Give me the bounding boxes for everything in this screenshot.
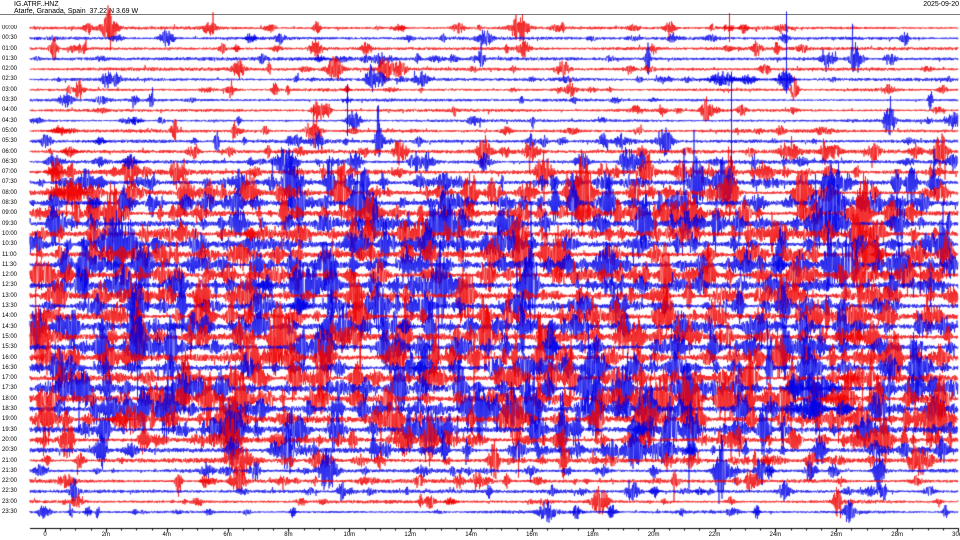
row-time-label: 16:30: [2, 364, 18, 371]
row-time-label: 15:00: [2, 333, 18, 340]
row-time-label: 12:30: [2, 282, 18, 289]
row-time-label: 13:00: [2, 292, 18, 299]
axis-tick-label: 24m: [769, 532, 782, 538]
row-time-label: 10:00: [2, 230, 18, 237]
axis-tick-label: 10m: [343, 532, 356, 538]
row-time-label: 04:00: [2, 107, 18, 114]
row-time-label: 13:30: [2, 303, 18, 310]
row-time-label: 02:30: [2, 76, 18, 83]
row-time-label: 11:30: [2, 261, 17, 268]
axis-tick-label: 20m: [647, 532, 660, 538]
row-time-label: 07:30: [2, 179, 18, 186]
row-time-label: 17:30: [2, 385, 18, 392]
row-time-label: 05:30: [2, 138, 18, 145]
row-time-label: 22:30: [2, 488, 18, 495]
axis-tick-label: 22m: [708, 532, 721, 538]
row-time-label: 10:30: [2, 241, 18, 248]
row-time-label: 08:30: [2, 200, 18, 207]
row-time-label: 23:30: [2, 509, 18, 515]
row-time-label: 03:00: [2, 86, 18, 93]
row-time-label: 19:00: [2, 416, 18, 423]
row-time-label: 00:00: [2, 25, 18, 31]
row-time-label: 08:00: [2, 189, 18, 196]
row-time-label: 06:30: [2, 158, 18, 165]
axis-tick-label: 12m: [404, 532, 417, 538]
axis-tick-label: 30m: [952, 532, 960, 538]
row-time-label: 18:30: [2, 406, 18, 413]
row-time-label: 09:30: [2, 220, 18, 227]
row-time-label: 07:00: [2, 169, 18, 176]
row-time-label: 15:30: [2, 344, 18, 351]
axis-tick-label: 16m: [526, 532, 538, 538]
row-time-label: 00:30: [2, 35, 18, 42]
row-time-label: 09:00: [2, 210, 18, 217]
row-time-label: 21:00: [2, 457, 18, 464]
row-time-label: 04:30: [2, 117, 18, 124]
row-time-label: 14:30: [2, 323, 18, 330]
axis-tick-label: 6m: [223, 532, 232, 538]
axis-tick-label: 14m: [465, 532, 477, 538]
row-time-label: 20:00: [2, 436, 18, 443]
axis-tick-label: 4m: [162, 532, 171, 538]
axis-tick-label: 2m: [101, 532, 111, 538]
row-time-label: 01:00: [2, 45, 18, 52]
row-time-label: 16:00: [2, 354, 18, 361]
row-time-label: 17:00: [2, 375, 18, 382]
row-time-label: 12:00: [2, 272, 18, 279]
row-time-label: 22:00: [2, 478, 18, 485]
row-time-label: 19:30: [2, 426, 18, 433]
row-time-label: 18:00: [2, 395, 18, 402]
row-time-label: 20:30: [2, 447, 18, 454]
axis-tick-label: 26m: [830, 532, 843, 538]
row-time-label: 14:00: [2, 313, 18, 320]
row-time-label: 05:00: [2, 127, 18, 134]
axis-tick-label: 18m: [586, 532, 599, 538]
row-time-label: 11:00: [2, 251, 17, 258]
row-time-label: 06:00: [2, 148, 18, 155]
row-time-label: 23:00: [2, 498, 18, 505]
axis-tick-label: 0: [43, 532, 47, 538]
row-time-label: 02:00: [2, 66, 18, 73]
axis-tick-label: 28m: [891, 532, 903, 538]
row-time-label: 21:30: [2, 467, 18, 474]
axis-tick-label: 8m: [284, 532, 293, 538]
row-time-label: 01:30: [2, 55, 18, 62]
row-time-label: 03:30: [2, 97, 18, 104]
